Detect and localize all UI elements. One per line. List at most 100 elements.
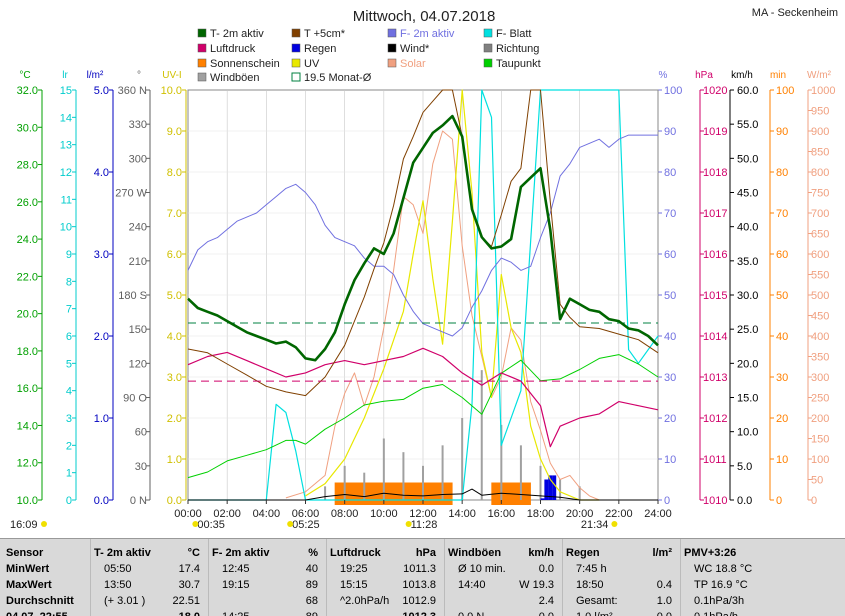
x-tick-label: 24:00 xyxy=(644,508,672,520)
axis-label-wind: 45.0 xyxy=(737,188,758,200)
stats-cell: 0.0 N xyxy=(458,609,484,616)
stats-value: 68 xyxy=(305,595,318,607)
axis-label-leaf: 3 xyxy=(66,413,72,425)
stats-header: F- 2m aktiv% xyxy=(212,545,324,561)
stats-row: 19:25 1011.3 xyxy=(330,561,442,577)
stats-cell: MaxWert xyxy=(6,579,52,591)
axis-label-press: 1016 xyxy=(703,249,727,261)
stats-header: PMV+3:26 xyxy=(684,545,784,561)
axis-label-uv: 9.0 xyxy=(167,126,182,138)
series-f-blatt xyxy=(188,89,659,501)
stats-row: 68 xyxy=(212,593,324,609)
stats-cell: WC 18.8 °C xyxy=(694,563,753,575)
legend-item: Windböen xyxy=(197,72,260,84)
stats-row: 18:50 0.4 xyxy=(566,577,678,593)
series-wind- xyxy=(188,488,658,501)
stats-column: PMV+3:26 WC 18.8 °C TP 16.9 °C 0.1hPa/3h 0.1… xyxy=(684,539,784,616)
axis-unit-rain: l/m² xyxy=(87,70,104,81)
axis-label-sun: 90 xyxy=(776,126,788,138)
axis-label-sun: 80 xyxy=(776,167,788,179)
stats-value: 18.0 xyxy=(179,609,200,616)
legend-swatch xyxy=(387,28,397,38)
legend-swatch xyxy=(291,43,301,53)
axis-label-rain: 1.0 xyxy=(94,413,109,425)
rain-bar xyxy=(552,475,557,500)
axis-label-uv: 10.0 xyxy=(161,85,182,97)
axis-label-dir: 180 S xyxy=(118,290,147,302)
statistics-panel: Sensor MinWert MaxWert Durchschnitt 04.07. 2… xyxy=(0,538,845,616)
axis-unit-leaf: lr xyxy=(62,70,68,81)
stats-header-label: T- 2m aktiv xyxy=(94,547,151,559)
axis-label-sun: 50 xyxy=(776,290,788,302)
axis-label-solar: 500 xyxy=(811,290,829,302)
axis-label-solar: 700 xyxy=(811,208,829,220)
axis-label-dir: 360 N xyxy=(118,85,147,97)
stats-row: 13:50 30.7 xyxy=(94,577,206,593)
series-uv xyxy=(305,89,600,501)
stats-separator xyxy=(562,539,563,616)
stats-row: 2.4 xyxy=(448,593,560,609)
axis-unit-dir: ° xyxy=(137,70,141,81)
axis-label-dir: 270 W xyxy=(115,188,147,200)
stats-cell: 12:45 xyxy=(222,563,250,575)
axis-label-press: 1020 xyxy=(703,85,727,97)
axis-label-dir: 210 xyxy=(129,256,147,268)
axis-label-sun: 70 xyxy=(776,208,788,220)
axis-label-sun: 0 xyxy=(776,495,782,507)
axis-label-sun: 40 xyxy=(776,331,788,343)
stats-value: 89 xyxy=(306,609,318,616)
sun-events: 16:09 00:35 05:25 11:28 21:34 xyxy=(10,519,618,531)
x-tick-label: 08:00 xyxy=(331,508,359,520)
stats-row: Gesamt: 1.0 xyxy=(566,593,678,609)
stats-cell: Gesamt: xyxy=(576,595,618,607)
axis-label-solar: 450 xyxy=(811,311,829,323)
sun-icon xyxy=(405,521,412,527)
stats-row: (+ 3.01 ) 22.51 xyxy=(94,593,206,609)
axis-label-hum: 0 xyxy=(664,495,670,507)
stats-cell: 0.1hPa/h xyxy=(694,609,738,616)
chart-title: Mittwoch, 04.07.2018 xyxy=(353,8,496,25)
x-axis: 00:00 02:00 04:00 06:00 08:00 10:00 12:00 14:00… xyxy=(174,500,672,520)
axis-label-wind: 20.0 xyxy=(737,358,758,370)
axis-label-solar: 400 xyxy=(811,331,829,343)
stats-cell: 15:15 xyxy=(340,579,368,591)
legend-swatch xyxy=(387,43,397,53)
axis-label-temp: 22.0 xyxy=(17,271,38,283)
axis-label-hum: 40 xyxy=(664,331,676,343)
legend-item: Solar xyxy=(387,58,426,70)
axis-label-solar: 1000 xyxy=(811,85,835,97)
stats-row: 18.0 xyxy=(94,609,206,616)
legend-item: Sonnenschein xyxy=(197,58,280,70)
legend-label: Windböen xyxy=(210,72,260,84)
axis-unit-solar: W/m² xyxy=(807,70,832,81)
rain-bar xyxy=(548,475,553,500)
legend-label: 19.5 Monat-Ø xyxy=(304,72,372,84)
stats-header-label: Windböen xyxy=(448,547,502,559)
stats-row: 14:40 W 19.3 xyxy=(448,577,560,593)
axis-label-press: 1019 xyxy=(703,126,727,138)
legend-item: 19.5 Monat-Ø xyxy=(291,72,372,84)
weather-chart: Mittwoch, 04.07.2018 MA - Seckenheim T- … xyxy=(10,7,838,531)
axis-label-leaf: 0 xyxy=(66,495,72,507)
axis-label-press: 1013 xyxy=(703,372,727,384)
axis-label-temp: 20.0 xyxy=(17,309,38,321)
x-tick-label: 00:00 xyxy=(174,508,202,520)
stats-cell: 19:15 xyxy=(222,579,250,591)
series-t-5cm- xyxy=(187,89,659,397)
stats-cell: 0.1hPa/3h xyxy=(694,595,745,607)
axis-label-solar: 750 xyxy=(811,188,829,200)
stats-header-unit: l/m² xyxy=(652,547,672,559)
axis-label-uv: 2.0 xyxy=(167,413,182,425)
x-tick-label: 12:00 xyxy=(409,508,437,520)
legend-item: T- 2m aktiv xyxy=(197,28,264,40)
axis-label-rain: 5.0 xyxy=(94,85,109,97)
axis-label-temp: 32.0 xyxy=(17,85,38,97)
axis-label-wind: 35.0 xyxy=(737,256,758,268)
sun-icon xyxy=(192,521,199,527)
stats-header-label: Sensor xyxy=(6,547,44,559)
axis-label-leaf: 1 xyxy=(66,468,72,480)
axis-label-leaf: 15 xyxy=(60,85,72,97)
stats-cell: 14:40 xyxy=(458,579,486,591)
axis-label-solar: 0 xyxy=(811,495,817,507)
legend-label: T- 2m aktiv xyxy=(210,28,264,40)
